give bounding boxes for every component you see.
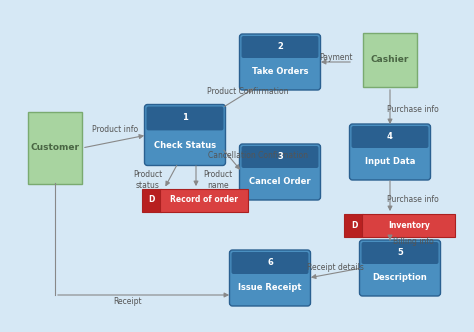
Text: Input Data: Input Data: [365, 157, 415, 166]
Text: Product
status: Product status: [133, 170, 163, 190]
FancyBboxPatch shape: [349, 124, 430, 180]
FancyBboxPatch shape: [362, 242, 438, 264]
Text: 3: 3: [277, 152, 283, 161]
Text: Product info: Product info: [92, 125, 138, 134]
Text: Description: Description: [373, 273, 428, 282]
Text: 2: 2: [277, 42, 283, 51]
FancyBboxPatch shape: [28, 112, 82, 184]
Text: D: D: [351, 220, 357, 229]
FancyBboxPatch shape: [363, 213, 456, 236]
Text: Record of order: Record of order: [170, 196, 238, 205]
Text: Inventory: Inventory: [388, 220, 430, 229]
Text: Purchase info: Purchase info: [387, 196, 439, 205]
Text: 4: 4: [387, 132, 393, 141]
Text: Purchase info: Purchase info: [387, 106, 439, 115]
FancyBboxPatch shape: [229, 250, 310, 306]
FancyBboxPatch shape: [352, 126, 428, 148]
FancyBboxPatch shape: [241, 146, 319, 168]
Text: Customer: Customer: [30, 143, 80, 152]
Text: 1: 1: [182, 114, 188, 123]
Text: Product
name: Product name: [203, 170, 233, 190]
Text: Issue Receipt: Issue Receipt: [238, 283, 302, 292]
Text: Payment: Payment: [319, 52, 353, 61]
Text: Billing info: Billing info: [392, 237, 433, 246]
Text: Product Confirmation: Product Confirmation: [207, 88, 289, 97]
FancyBboxPatch shape: [359, 240, 440, 296]
FancyBboxPatch shape: [160, 189, 248, 211]
FancyBboxPatch shape: [146, 107, 224, 130]
Text: D: D: [148, 196, 155, 205]
FancyBboxPatch shape: [142, 189, 161, 211]
FancyBboxPatch shape: [241, 36, 319, 58]
Text: Cancellation Confirmation: Cancellation Confirmation: [208, 150, 308, 159]
Text: 6: 6: [267, 258, 273, 267]
FancyBboxPatch shape: [145, 105, 226, 165]
FancyBboxPatch shape: [345, 213, 364, 236]
FancyBboxPatch shape: [239, 34, 320, 90]
FancyBboxPatch shape: [363, 33, 417, 87]
Text: Cancel Order: Cancel Order: [249, 177, 311, 186]
FancyBboxPatch shape: [239, 144, 320, 200]
Text: Cashier: Cashier: [371, 55, 409, 64]
Text: Check Status: Check Status: [154, 141, 216, 150]
Text: Receipt: Receipt: [114, 297, 142, 306]
Text: 5: 5: [397, 248, 403, 257]
Text: Take Orders: Take Orders: [252, 67, 308, 76]
FancyBboxPatch shape: [231, 252, 309, 274]
Text: Receipt details: Receipt details: [307, 264, 364, 273]
